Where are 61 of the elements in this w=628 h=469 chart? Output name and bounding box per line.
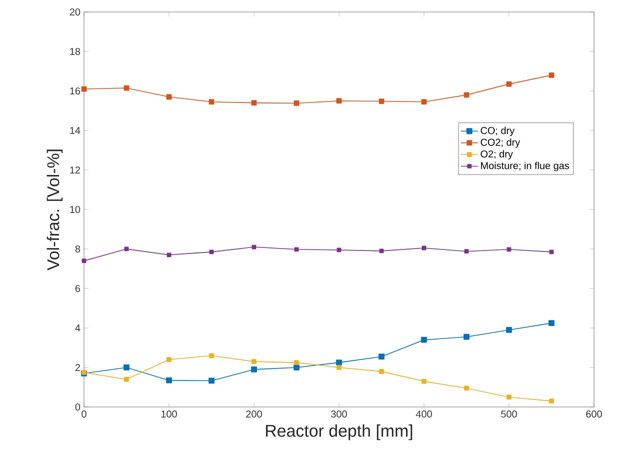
x-tick-label: 0 bbox=[82, 410, 86, 418]
point bbox=[464, 249, 469, 254]
y-tick-label: 6 bbox=[75, 284, 80, 292]
x-tick-label: 300 bbox=[331, 410, 347, 418]
x-tick-label: 100 bbox=[161, 410, 177, 418]
x-tick-label: 200 bbox=[246, 410, 262, 418]
point bbox=[548, 320, 554, 326]
point bbox=[209, 353, 214, 358]
point bbox=[251, 100, 257, 106]
point bbox=[166, 377, 172, 384]
point bbox=[336, 98, 342, 104]
y-tick-label: 4 bbox=[75, 324, 80, 332]
y-tick-label: 12 bbox=[70, 166, 80, 174]
y-tick-label: 18 bbox=[70, 48, 80, 56]
y-tick-label: 10 bbox=[70, 206, 80, 214]
y-tick-label: 16 bbox=[70, 87, 80, 95]
y-axis-title: Vol-frac. [Vol-%] bbox=[46, 150, 63, 270]
point bbox=[124, 364, 130, 370]
point bbox=[421, 99, 427, 105]
point bbox=[422, 378, 426, 384]
point bbox=[294, 247, 299, 252]
point bbox=[82, 258, 86, 264]
point bbox=[464, 386, 469, 391]
point bbox=[166, 357, 172, 362]
point bbox=[336, 360, 342, 366]
point bbox=[208, 99, 214, 105]
point bbox=[294, 100, 300, 106]
point bbox=[378, 98, 384, 104]
point bbox=[548, 72, 554, 78]
x-axis-title: Reactor depth [mm] bbox=[266, 424, 412, 440]
legend-label: Moisture; in flue gas bbox=[481, 162, 570, 172]
point bbox=[208, 378, 214, 384]
point bbox=[464, 334, 470, 340]
point bbox=[294, 364, 300, 370]
point bbox=[506, 394, 512, 400]
point bbox=[506, 327, 512, 333]
legend-label: O2; dry bbox=[480, 150, 513, 160]
legend-label: CO2; dry bbox=[480, 138, 520, 148]
y-tick-label: 0 bbox=[75, 403, 80, 411]
point bbox=[251, 366, 257, 372]
point bbox=[379, 368, 384, 374]
y-tick-label: 8 bbox=[75, 245, 80, 253]
y-tick-label: 2 bbox=[75, 364, 80, 371]
x-tick-label: 600 bbox=[586, 410, 602, 418]
legend-label: CO; dry bbox=[480, 126, 515, 136]
point bbox=[166, 94, 172, 100]
point bbox=[336, 365, 342, 370]
point bbox=[294, 360, 299, 365]
point bbox=[252, 359, 256, 364]
x-tick-label: 400 bbox=[416, 410, 432, 418]
point bbox=[464, 92, 470, 98]
point bbox=[421, 336, 427, 343]
point bbox=[549, 398, 554, 404]
y-tick-label: 20 bbox=[70, 8, 80, 16]
point bbox=[506, 247, 512, 252]
point bbox=[124, 376, 129, 382]
point bbox=[378, 354, 384, 360]
y-tick-label: 14 bbox=[70, 127, 80, 134]
point bbox=[166, 252, 172, 258]
point bbox=[506, 81, 512, 87]
x-tick-label: 500 bbox=[501, 410, 517, 418]
